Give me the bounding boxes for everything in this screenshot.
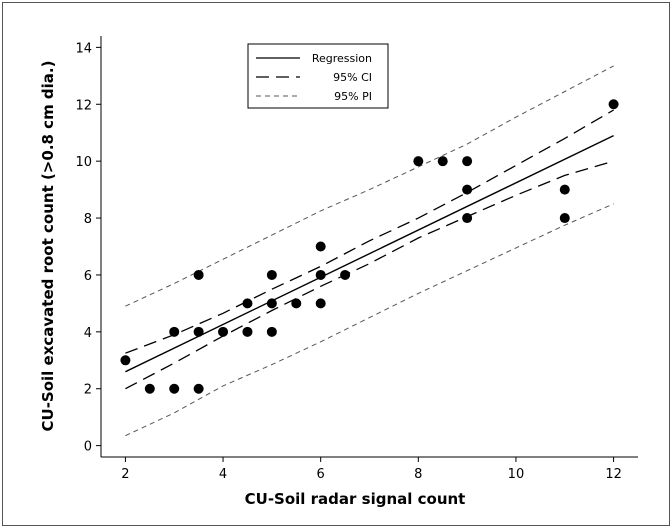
data-point: [559, 213, 570, 224]
data-point: [120, 355, 131, 366]
y-tick-label: 4: [84, 326, 92, 341]
data-point: [193, 269, 204, 280]
data-point: [559, 184, 570, 195]
ci-lower-line: [125, 160, 614, 390]
y-axis-title: CU-Soil excavated root count (>0.8 cm di…: [39, 61, 57, 432]
data-point: [193, 326, 204, 337]
legend-box: [247, 43, 389, 109]
x-tick-label: 2: [121, 467, 129, 482]
x-tick-label: 8: [414, 467, 422, 482]
legend-label-pi: 95% PI: [334, 90, 372, 103]
interval-lines: [125, 65, 614, 437]
legend-label-regression: Regression: [312, 52, 372, 65]
data-point: [413, 156, 424, 167]
legend: Regression 95% CI 95% PI: [247, 43, 389, 109]
data-point: [462, 213, 473, 224]
y-tick-label: 10: [75, 155, 92, 170]
data-point: [242, 326, 253, 337]
data-point: [169, 383, 180, 394]
axes: 2 4 6 8 10 12 0 2 4 6 8 10 12 14: [75, 36, 638, 482]
x-tick-label: 6: [317, 467, 325, 482]
legend-label-ci: 95% CI: [333, 71, 372, 84]
x-tick-label: 12: [605, 467, 622, 482]
data-point: [169, 326, 180, 337]
data-points: [120, 99, 619, 394]
data-point: [218, 326, 229, 337]
y-tick-label: 0: [84, 440, 92, 455]
data-point: [437, 156, 448, 167]
data-point: [340, 269, 351, 280]
data-point: [193, 383, 204, 394]
data-point: [144, 383, 155, 394]
data-point: [266, 298, 277, 309]
pi-lower-line: [125, 203, 614, 437]
data-point: [315, 241, 326, 252]
data-point: [315, 298, 326, 309]
data-point: [291, 298, 302, 309]
y-tick-label: 12: [75, 98, 92, 113]
data-point: [242, 298, 253, 309]
x-tick-label: 4: [219, 467, 227, 482]
y-tick-label: 8: [84, 212, 92, 227]
regression-line: [125, 134, 614, 373]
data-point: [462, 184, 473, 195]
y-tick-label: 14: [75, 41, 92, 56]
x-tick-label: 10: [508, 467, 525, 482]
y-tick-label: 2: [84, 383, 92, 398]
data-point: [315, 269, 326, 280]
data-point: [462, 156, 473, 167]
x-axis-title: CU-Soil radar signal count: [245, 490, 466, 508]
data-point: [266, 326, 277, 337]
y-tick-label: 6: [84, 269, 92, 284]
data-point: [608, 99, 619, 110]
data-point: [266, 269, 277, 280]
pi-upper-line: [125, 65, 614, 307]
ci-upper-line: [125, 109, 614, 354]
